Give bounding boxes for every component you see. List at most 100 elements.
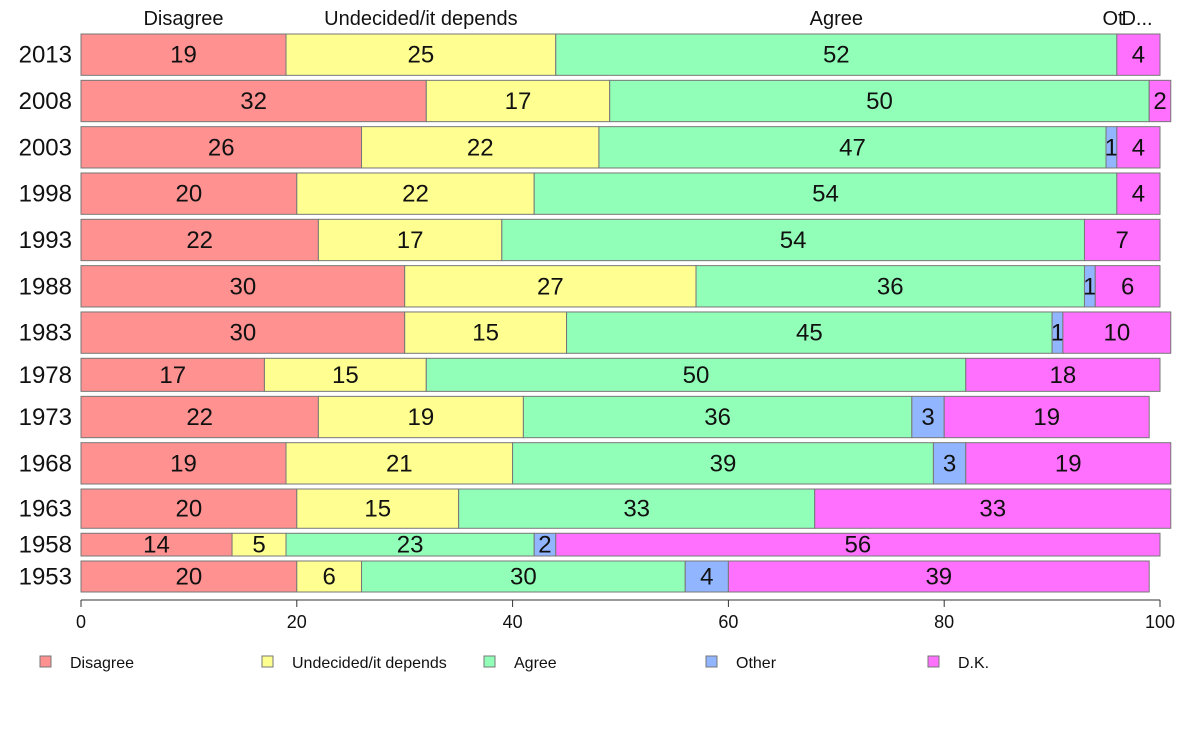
top-category-label: Ot [1102, 8, 1124, 30]
data-label: 10 [1103, 320, 1130, 347]
data-label: 45 [796, 320, 823, 347]
data-label: 6 [1121, 273, 1134, 300]
data-label: 3 [921, 404, 934, 431]
data-label: 30 [510, 564, 537, 591]
bar-segment-agree-1988 [695, 265, 1085, 308]
data-label: 15 [364, 496, 391, 523]
data-label: 52 [823, 42, 850, 69]
legend-swatch [483, 655, 496, 668]
legend-label: D.K. [958, 655, 989, 672]
data-label: 54 [780, 227, 807, 254]
bar-segment-d-k--1983 [1062, 311, 1172, 354]
y-tick-label: 1978 [19, 362, 72, 389]
y-tick-label: 1973 [19, 404, 72, 431]
data-label: 17 [397, 227, 424, 254]
data-label: 15 [332, 362, 359, 389]
data-label: 39 [710, 450, 737, 477]
y-axis: 2013 2008 2003 1998 1993 1988 1983 1978 1973 1968… [19, 42, 72, 591]
bar-segment-d-k--1953 [727, 560, 1150, 593]
data-label: 20 [176, 181, 203, 208]
data-label: 1 [1105, 134, 1118, 161]
data-label: 17 [159, 362, 186, 389]
bar-segment-d-k--1963 [814, 488, 1172, 529]
bar-segment-agree-1953 [361, 560, 686, 593]
bar-segment-d-k--1988 [1094, 265, 1161, 308]
y-tick-label: 1963 [19, 496, 72, 523]
y-tick-label: 2013 [19, 42, 72, 69]
data-label: 50 [683, 362, 710, 389]
x-tick-label: 100 [1145, 612, 1175, 632]
legend-label: Undecided/it depends [292, 655, 447, 672]
data-label: 22 [402, 181, 429, 208]
data-label: 15 [472, 320, 499, 347]
x-tick-label: 60 [718, 612, 738, 632]
bar-segment-d-k--2008 [1148, 79, 1172, 123]
bars-area: 19 25 52 432 17 50 226 22 47 1 420 22 54 422 17 54 730 27… [80, 33, 1172, 593]
y-tick-label: 1983 [19, 320, 72, 347]
data-label: 39 [925, 564, 952, 591]
legend-swatch [705, 655, 718, 668]
data-label: 30 [229, 273, 256, 300]
y-tick-label: 1953 [19, 564, 72, 591]
bar-segment-d-k--1998 [1116, 172, 1161, 215]
top-category-label: D... [1121, 8, 1152, 30]
bar-segment-d-k--2003 [1116, 126, 1161, 169]
bar-segment-undecided-it-depends-1988 [404, 265, 697, 308]
data-label: 4 [1132, 181, 1145, 208]
bar-segment-undecided-it-depends-1968 [285, 442, 514, 485]
data-label: 27 [537, 273, 564, 300]
y-tick-label: 1968 [19, 450, 72, 477]
bar-segment-d-k--1958 [555, 532, 1161, 557]
data-label: 14 [143, 532, 170, 559]
y-tick-label: 1958 [19, 532, 72, 559]
bar-segment-disagree-1953 [80, 560, 298, 593]
y-tick-label: 2008 [19, 88, 72, 115]
data-label: 54 [812, 181, 839, 208]
data-label: 19 [170, 42, 197, 69]
bar-segment-agree-2008 [609, 79, 1150, 123]
x-tick-label: 40 [503, 612, 523, 632]
bar-segment-agree-1978 [425, 357, 967, 392]
top-category-label: Disagree [143, 8, 223, 30]
data-label: 4 [1132, 134, 1145, 161]
data-label: 56 [845, 532, 872, 559]
bar-segment-undecided-it-depends-2003 [361, 126, 600, 169]
top-category-label: Undecided/it depends [324, 8, 517, 30]
bar-segment-undecided-it-depends-2013 [285, 33, 557, 76]
bar-segment-disagree-1993 [80, 218, 319, 262]
data-label: 32 [240, 88, 267, 115]
y-tick-label: 2003 [19, 134, 72, 161]
data-label: 25 [408, 42, 435, 69]
bar-segment-disagree-1973 [80, 395, 319, 439]
bar-segment-disagree-1983 [80, 311, 406, 354]
y-tick-label: 1993 [19, 227, 72, 254]
data-label: 4 [1132, 42, 1145, 69]
x-tick-label: 0 [76, 612, 86, 632]
legend-swatch [927, 655, 940, 668]
bar-segment-undecided-it-depends-1953 [296, 560, 363, 593]
data-label: 19 [170, 450, 197, 477]
data-label: 1 [1051, 320, 1064, 347]
data-label: 19 [1055, 450, 1082, 477]
y-tick-label: 1998 [19, 181, 72, 208]
x-tick-label: 80 [934, 612, 954, 632]
legend-swatch [261, 655, 274, 668]
data-label: 26 [208, 134, 235, 161]
data-label: 1 [1083, 273, 1096, 300]
bar-segment-undecided-it-depends-1993 [317, 218, 503, 262]
legend-label: Disagree [70, 655, 134, 672]
bar-segment-disagree-1988 [80, 265, 406, 308]
bar-segment-d-k--2013 [1116, 33, 1161, 76]
bar-segment-other-1953 [684, 560, 729, 593]
data-label: 30 [229, 320, 256, 347]
data-label: 36 [704, 404, 731, 431]
data-label: 7 [1116, 227, 1129, 254]
bar-segment-undecided-it-depends-1983 [404, 311, 568, 354]
data-label: 5 [252, 532, 265, 559]
bar-segment-undecided-it-depends-1973 [317, 395, 524, 439]
data-label: 22 [186, 404, 213, 431]
data-label: 3 [943, 450, 956, 477]
bar-segment-other-1973 [911, 395, 945, 439]
bar-segment-agree-1983 [566, 311, 1053, 354]
bar-segment-d-k--1973 [943, 395, 1150, 439]
